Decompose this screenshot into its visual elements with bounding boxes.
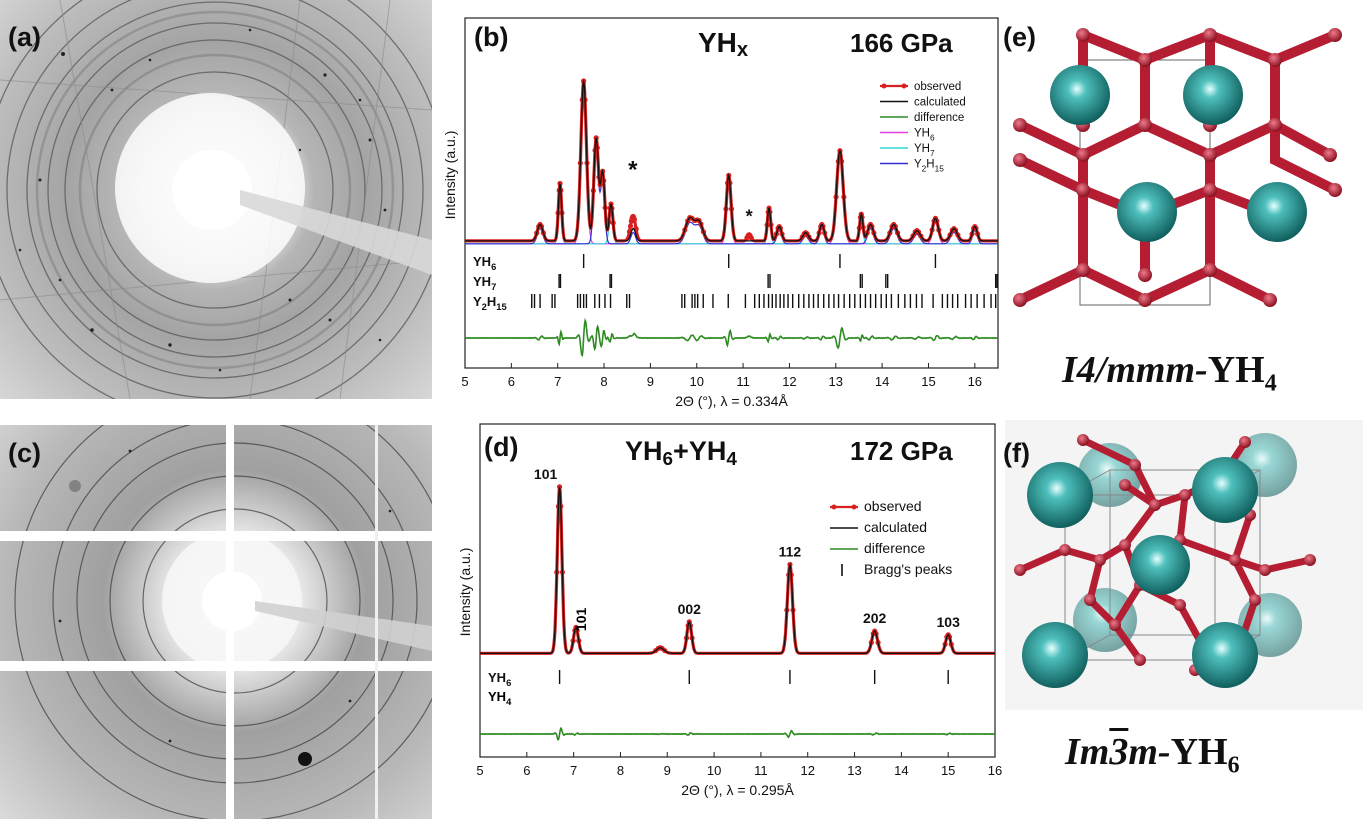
crystal-structure-yh4 bbox=[1013, 28, 1342, 307]
legend-dot-a bbox=[881, 83, 887, 89]
x-tick-label-2: 7 bbox=[570, 763, 577, 778]
caption-yh6-bar: 3 bbox=[1109, 731, 1129, 773]
tick-row-label-1: YH7 bbox=[473, 274, 496, 292]
plot-frame bbox=[479, 423, 996, 758]
series-difference-line bbox=[464, 317, 999, 358]
panel-label-a: (a) bbox=[8, 22, 41, 52]
diffraction-pattern-a bbox=[0, 0, 432, 399]
diffraction-pattern-c bbox=[0, 421, 432, 819]
tick-row-label-1: YH4 bbox=[488, 689, 512, 707]
legend-label-1: calculated bbox=[864, 519, 927, 535]
series-calculated-line bbox=[480, 486, 995, 654]
peak-label-6: 103 bbox=[937, 614, 961, 630]
x-tick-label-7: 12 bbox=[800, 763, 814, 778]
tick-row-label-0: YH6 bbox=[473, 254, 496, 272]
legend-label-3: YH6 bbox=[914, 128, 935, 143]
x-tick-label-3: 8 bbox=[600, 374, 607, 389]
x-tick-label-8: 13 bbox=[847, 763, 861, 778]
caption-yh6-prefix-a: Im bbox=[1065, 731, 1110, 773]
caption-yh6: Im3m-YH6 bbox=[1065, 730, 1240, 780]
annotation-0: * bbox=[628, 156, 638, 183]
x-tick-label-2: 7 bbox=[554, 374, 561, 389]
chart-d-title: YH6+YH4 bbox=[625, 436, 737, 470]
caption-yh6-element: YH bbox=[1170, 731, 1228, 773]
caption-yh4-prefix: I4/mmm- bbox=[1062, 349, 1208, 391]
panel-label-d: (d) bbox=[484, 432, 518, 462]
x-tick-label-6: 11 bbox=[754, 763, 768, 778]
caption-yh6-prefix-b: m- bbox=[1128, 731, 1171, 773]
peak-label-3: 002 bbox=[678, 601, 702, 617]
legend-label-2: difference bbox=[914, 112, 964, 124]
series-y2h15-line bbox=[465, 148, 998, 245]
x-tick-label-4: 9 bbox=[664, 763, 671, 778]
x-tick-label-8: 13 bbox=[829, 374, 843, 389]
caption-yh6-sub: 6 bbox=[1227, 752, 1240, 779]
y-axis-label: Intensity (a.u.) bbox=[442, 131, 458, 220]
series-difference-line bbox=[479, 727, 996, 741]
x-tick-label-1: 6 bbox=[508, 374, 515, 389]
tick-row-label-2: Y2H15 bbox=[473, 294, 507, 312]
x-axis-label: 2Θ (°), λ = 0.334Å bbox=[675, 393, 788, 409]
x-tick-label-11: 16 bbox=[988, 763, 1002, 778]
x-tick-label-0: 5 bbox=[461, 374, 468, 389]
x-tick-label-5: 10 bbox=[707, 763, 721, 778]
x-tick-label-11: 16 bbox=[968, 374, 982, 389]
x-tick-label-5: 10 bbox=[690, 374, 704, 389]
annotation-1: * bbox=[746, 206, 753, 226]
crystal-structure-yh6 bbox=[1005, 420, 1363, 710]
caption-yh4-sub: 4 bbox=[1264, 370, 1277, 397]
peak-label-4: 112 bbox=[779, 544, 802, 560]
legend-label-3: Bragg's peaks bbox=[864, 561, 952, 577]
caption-yh4-element: YH bbox=[1207, 349, 1265, 391]
diffraction-image-a bbox=[0, 0, 432, 399]
x-tick-label-6: 11 bbox=[736, 374, 750, 389]
x-axis-label: 2Θ (°), λ = 0.295Å bbox=[681, 782, 794, 798]
observed-point-23-4 bbox=[748, 235, 754, 241]
legend-label-1: calculated bbox=[914, 97, 966, 109]
plot-frame bbox=[464, 17, 999, 369]
tick-row-label-0: YH6 bbox=[488, 670, 511, 688]
peak-label-1: 101 bbox=[573, 608, 589, 632]
panel-label-c: (c) bbox=[8, 438, 41, 468]
legend-dot-b bbox=[851, 504, 857, 510]
observed-point-6-0 bbox=[627, 223, 634, 229]
x-tick-label-10: 15 bbox=[921, 374, 935, 389]
legend-label-0: observed bbox=[914, 81, 961, 93]
caption-yh4: I4/mmm-YH4 bbox=[1062, 348, 1277, 398]
legend-label-4: YH7 bbox=[914, 143, 935, 158]
panel-label-e: (e) bbox=[1003, 22, 1036, 52]
diffraction-image-c bbox=[0, 421, 432, 819]
legend-label-2: difference bbox=[864, 540, 925, 556]
x-tick-label-7: 12 bbox=[782, 374, 796, 389]
chart-b-title: YHx bbox=[698, 27, 749, 61]
x-tick-label-1: 6 bbox=[523, 763, 530, 778]
chart-d-pressure: 172 GPa bbox=[850, 436, 953, 466]
legend-dot-a bbox=[831, 504, 837, 510]
x-tick-label-0: 5 bbox=[476, 763, 483, 778]
legend-label-0: observed bbox=[864, 498, 922, 514]
legend: observed calculated difference Bragg's peak… bbox=[830, 498, 952, 577]
y-axis-label: Intensity (a.u.) bbox=[457, 548, 473, 637]
panel-label-b: (b) bbox=[474, 22, 508, 52]
legend-dot-b bbox=[901, 83, 907, 89]
chart-b-pressure: 166 GPa bbox=[850, 28, 953, 58]
peak-label-5: 202 bbox=[863, 610, 887, 626]
x-tick-label-9: 14 bbox=[875, 374, 889, 389]
observed-point-3-2 bbox=[593, 135, 599, 141]
x-tick-label-3: 8 bbox=[617, 763, 624, 778]
observed-point-22-3 bbox=[631, 216, 637, 222]
series-calculated-line bbox=[465, 79, 998, 242]
legend-label-5: Y2H15 bbox=[914, 159, 944, 174]
x-tick-label-10: 15 bbox=[941, 763, 955, 778]
x-tick-label-9: 14 bbox=[894, 763, 908, 778]
x-tick-label-4: 9 bbox=[647, 374, 654, 389]
peak-label-0: 101 bbox=[534, 466, 558, 482]
panel-label-f: (f) bbox=[1003, 438, 1030, 468]
